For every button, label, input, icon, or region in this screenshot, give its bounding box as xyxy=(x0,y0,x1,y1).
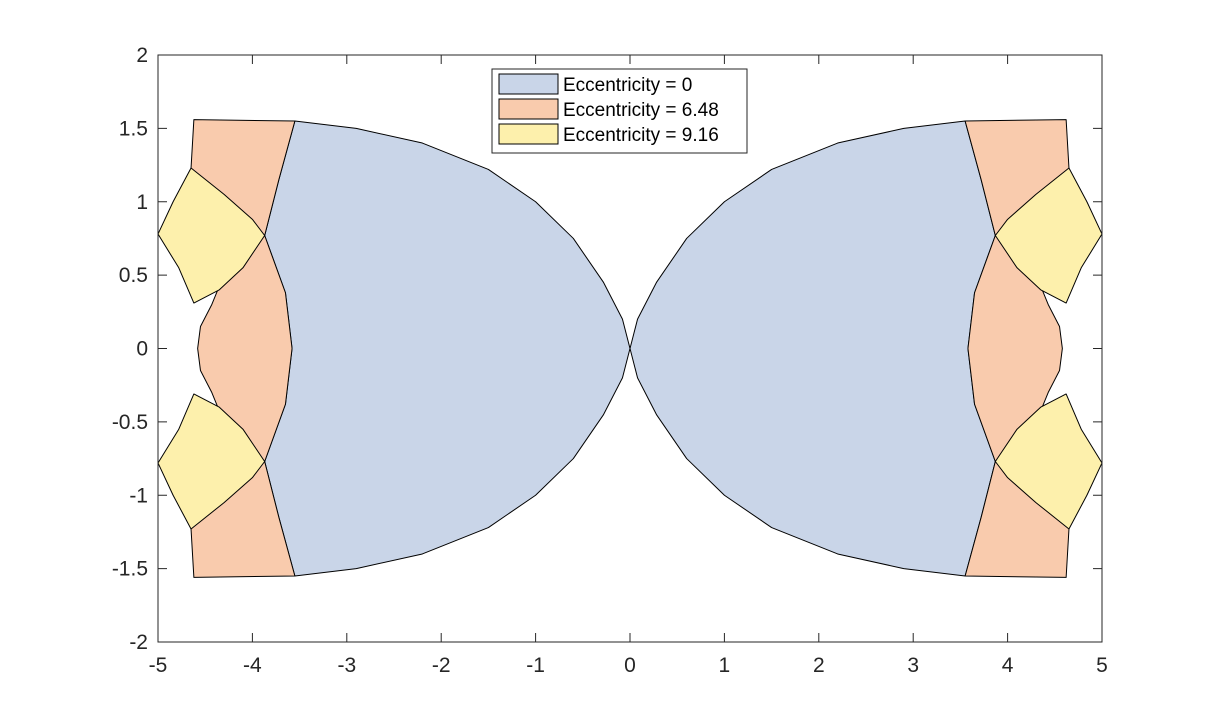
x-tick-label: 2 xyxy=(813,654,825,677)
x-axis-tick-labels: -5 -4 -3 -2 -1 0 1 2 3 4 5 xyxy=(149,654,1108,677)
series-2-region-0 xyxy=(157,167,266,304)
x-tick-label: 0 xyxy=(624,654,636,677)
axis-ticks xyxy=(157,54,1103,643)
y-tick-label: -2 xyxy=(129,631,148,654)
y-axis-tick-labels: 2 1.5 1 0.5 0 -0.5 -1 -1.5 -2 xyxy=(112,44,148,654)
series-2-region-1 xyxy=(157,393,266,530)
x-tick-label: 4 xyxy=(1002,654,1014,677)
series-2-region-3 xyxy=(994,393,1103,530)
y-tick-label: -1.5 xyxy=(112,558,148,581)
legend-swatch xyxy=(498,123,559,145)
x-tick-label: -1 xyxy=(526,654,545,677)
legend-swatch xyxy=(498,98,559,120)
x-tick-label: -3 xyxy=(337,654,356,677)
legend-label: Eccentricity = 6.48 xyxy=(563,100,719,121)
x-tick-label: -5 xyxy=(149,654,168,677)
y-tick-label: 2 xyxy=(136,44,148,67)
x-tick-label: 1 xyxy=(719,654,731,677)
legend-label: Eccentricity = 0 xyxy=(563,75,692,96)
y-tick-label: 0 xyxy=(136,338,148,361)
x-tick-label: -2 xyxy=(432,654,451,677)
y-tick-label: 1 xyxy=(136,191,148,214)
y-tick-label: -1 xyxy=(129,484,148,507)
plot-regions xyxy=(157,119,1103,578)
x-tick-label: 5 xyxy=(1096,654,1108,677)
x-tick-label: 3 xyxy=(907,654,919,677)
y-tick-label: 1.5 xyxy=(119,117,148,140)
legend: Eccentricity = 0 Eccentricity = 6.48 Eccen… xyxy=(491,68,748,154)
legend-swatch xyxy=(498,73,559,95)
y-tick-label: 0.5 xyxy=(119,264,148,287)
series-2-region-2 xyxy=(994,167,1103,304)
x-tick-label: -4 xyxy=(243,654,262,677)
y-tick-label: -0.5 xyxy=(112,411,148,434)
legend-label: Eccentricity = 9.16 xyxy=(563,125,719,146)
